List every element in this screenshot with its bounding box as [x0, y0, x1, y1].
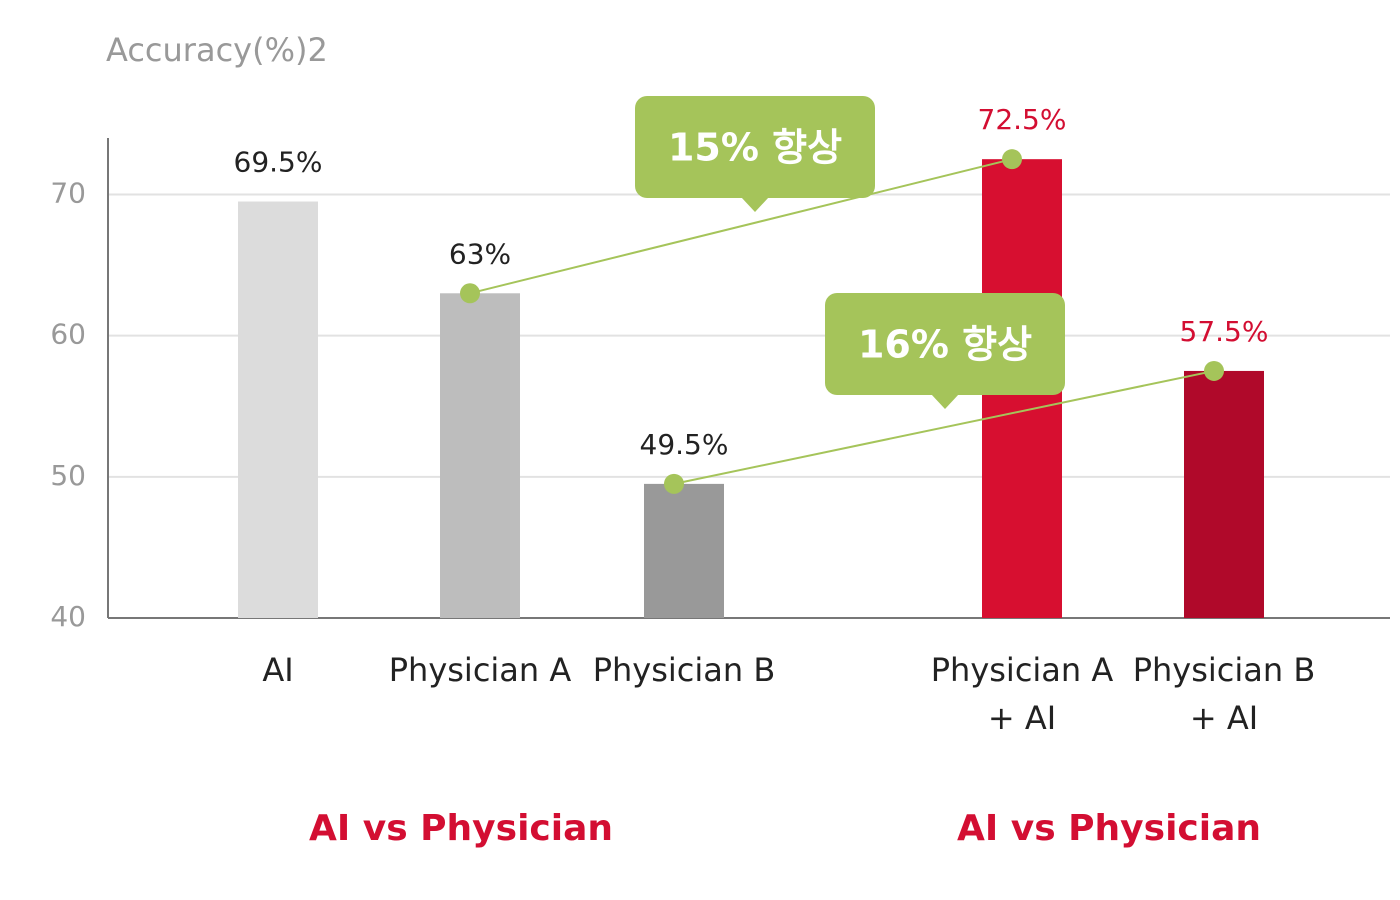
dot	[1002, 149, 1022, 170]
dot	[460, 283, 480, 304]
callout	[825, 293, 1065, 395]
dot	[1204, 360, 1224, 381]
x-tick-label: Physician B + AI	[1132, 651, 1316, 737]
annotation: 15% 향상	[668, 126, 842, 170]
bar	[1184, 370, 1264, 618]
bar	[644, 483, 724, 618]
connector	[673, 369, 1215, 485]
value-label: 57.5%	[1180, 315, 1269, 348]
callout	[635, 96, 875, 198]
bar	[440, 293, 520, 618]
value-label: 63%	[449, 237, 511, 270]
x-tick-label: Physician A	[388, 651, 572, 689]
y-axis-title: Accuracy(%)2	[106, 31, 328, 69]
annotation: 16% 향상	[858, 323, 1032, 367]
x-tick-label: AI	[262, 651, 294, 689]
value-label: 69.5%	[234, 146, 323, 179]
y-tick-label: 60	[50, 318, 86, 351]
y-tick-label: 40	[50, 600, 86, 633]
callout-pointer	[741, 197, 769, 212]
group-label: AI vs Physician	[956, 808, 1262, 849]
value-label: 72.5%	[978, 103, 1067, 136]
bar	[238, 201, 318, 618]
x-tick-label: Physician B	[592, 651, 776, 689]
x-tick-label: Physician A + AI	[930, 651, 1114, 737]
y-tick-label: 70	[50, 176, 86, 209]
callout-pointer	[931, 394, 959, 409]
y-tick-label: 50	[50, 459, 86, 492]
dot	[664, 473, 684, 494]
connector	[469, 158, 1013, 295]
value-label: 49.5%	[640, 428, 729, 461]
group-label: AI vs Physician	[308, 808, 614, 849]
